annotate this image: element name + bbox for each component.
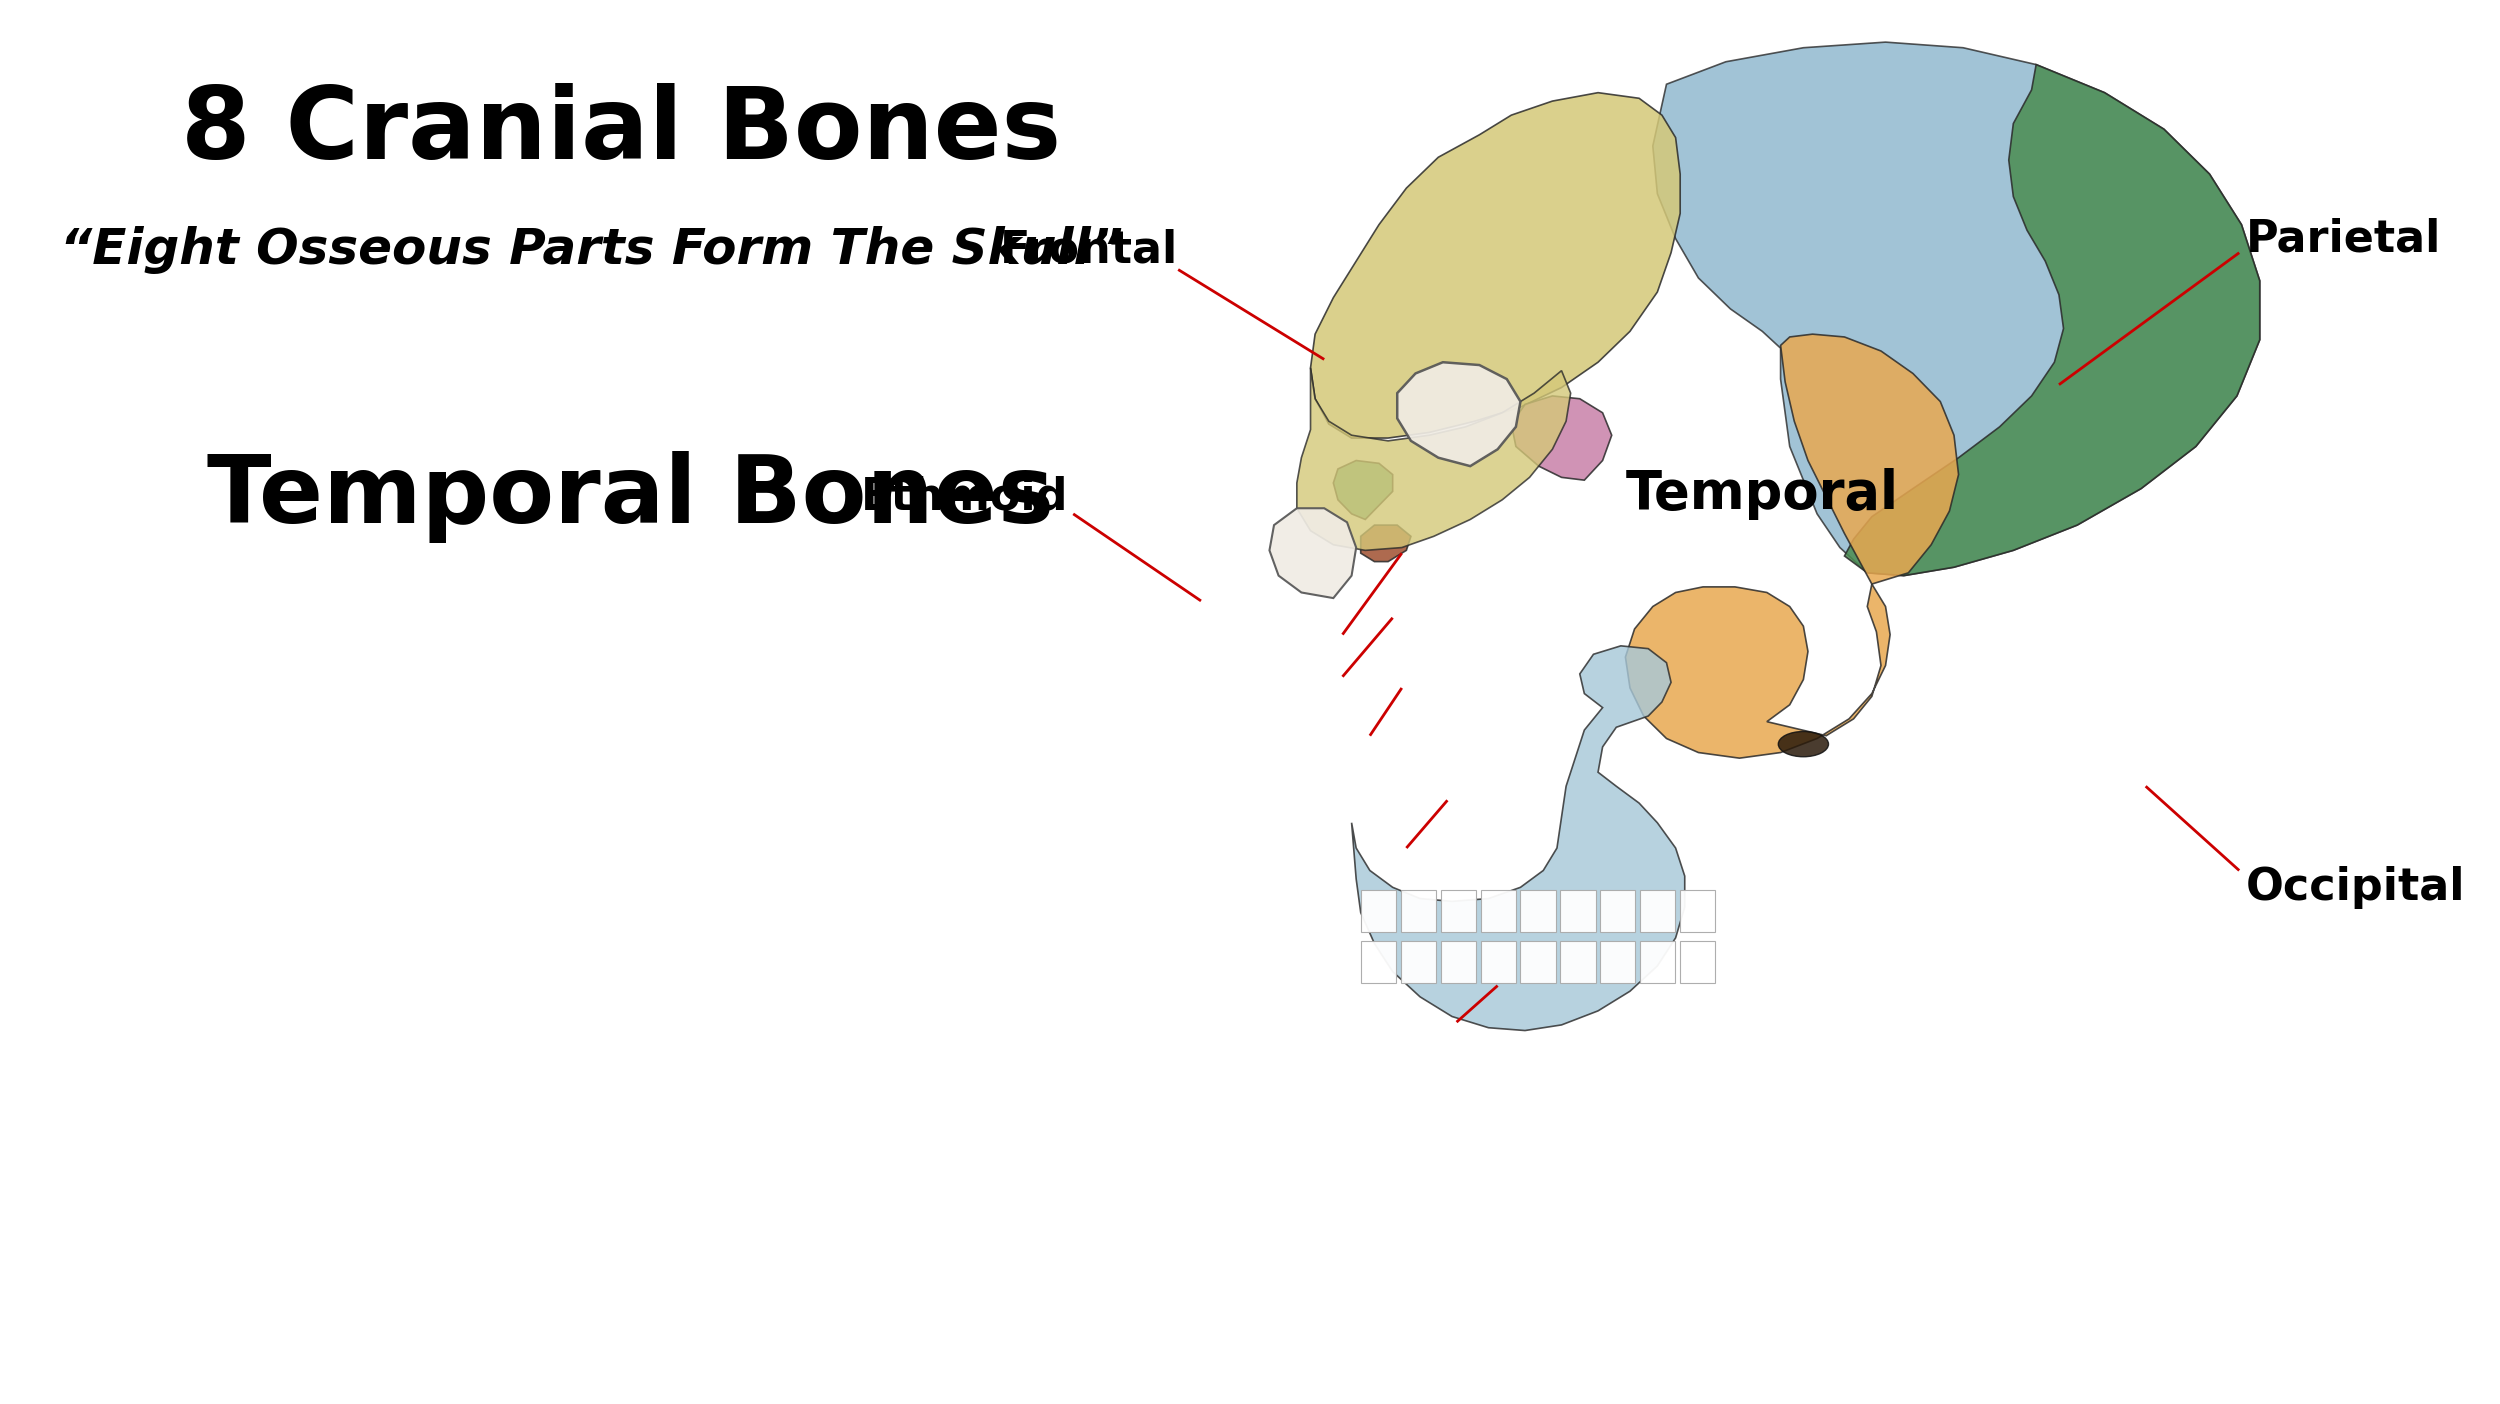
- Polygon shape: [1520, 941, 1555, 983]
- Polygon shape: [1360, 890, 1395, 932]
- Text: Ethmoid: Ethmoid: [860, 476, 1068, 518]
- Text: Temporal: Temporal: [1625, 468, 1900, 521]
- Polygon shape: [1360, 941, 1395, 983]
- Polygon shape: [1640, 941, 1675, 983]
- Polygon shape: [1512, 396, 1612, 480]
- Polygon shape: [1352, 646, 1685, 1031]
- Text: Temporal Bones: Temporal Bones: [208, 451, 1055, 543]
- Polygon shape: [1680, 890, 1715, 932]
- Polygon shape: [1400, 941, 1435, 983]
- Polygon shape: [1332, 461, 1392, 519]
- Polygon shape: [1298, 368, 1570, 550]
- Polygon shape: [1600, 941, 1635, 983]
- Ellipse shape: [1778, 731, 1828, 757]
- Polygon shape: [1480, 890, 1515, 932]
- Text: Frontal: Frontal: [1000, 229, 1178, 271]
- Polygon shape: [1680, 941, 1715, 983]
- Text: 8 Cranial Bones: 8 Cranial Bones: [182, 83, 1062, 181]
- Polygon shape: [1560, 890, 1595, 932]
- Polygon shape: [1652, 42, 2260, 576]
- Polygon shape: [1780, 334, 1958, 584]
- Polygon shape: [1640, 890, 1675, 932]
- Polygon shape: [1398, 362, 1520, 466]
- Text: “Eight Osseous Parts Form The Skull”: “Eight Osseous Parts Form The Skull”: [60, 226, 1122, 274]
- Text: Occipital: Occipital: [2245, 866, 2465, 908]
- Polygon shape: [1845, 65, 2260, 576]
- Polygon shape: [1310, 93, 1680, 438]
- Polygon shape: [1625, 584, 1890, 758]
- Polygon shape: [1360, 525, 1410, 562]
- Text: Parietal: Parietal: [2245, 218, 2442, 260]
- Polygon shape: [1600, 890, 1635, 932]
- Polygon shape: [1400, 890, 1435, 932]
- Polygon shape: [1520, 890, 1555, 932]
- Polygon shape: [1560, 941, 1595, 983]
- Polygon shape: [1270, 508, 1355, 598]
- Polygon shape: [1480, 941, 1515, 983]
- Polygon shape: [1440, 890, 1475, 932]
- Polygon shape: [1440, 941, 1475, 983]
